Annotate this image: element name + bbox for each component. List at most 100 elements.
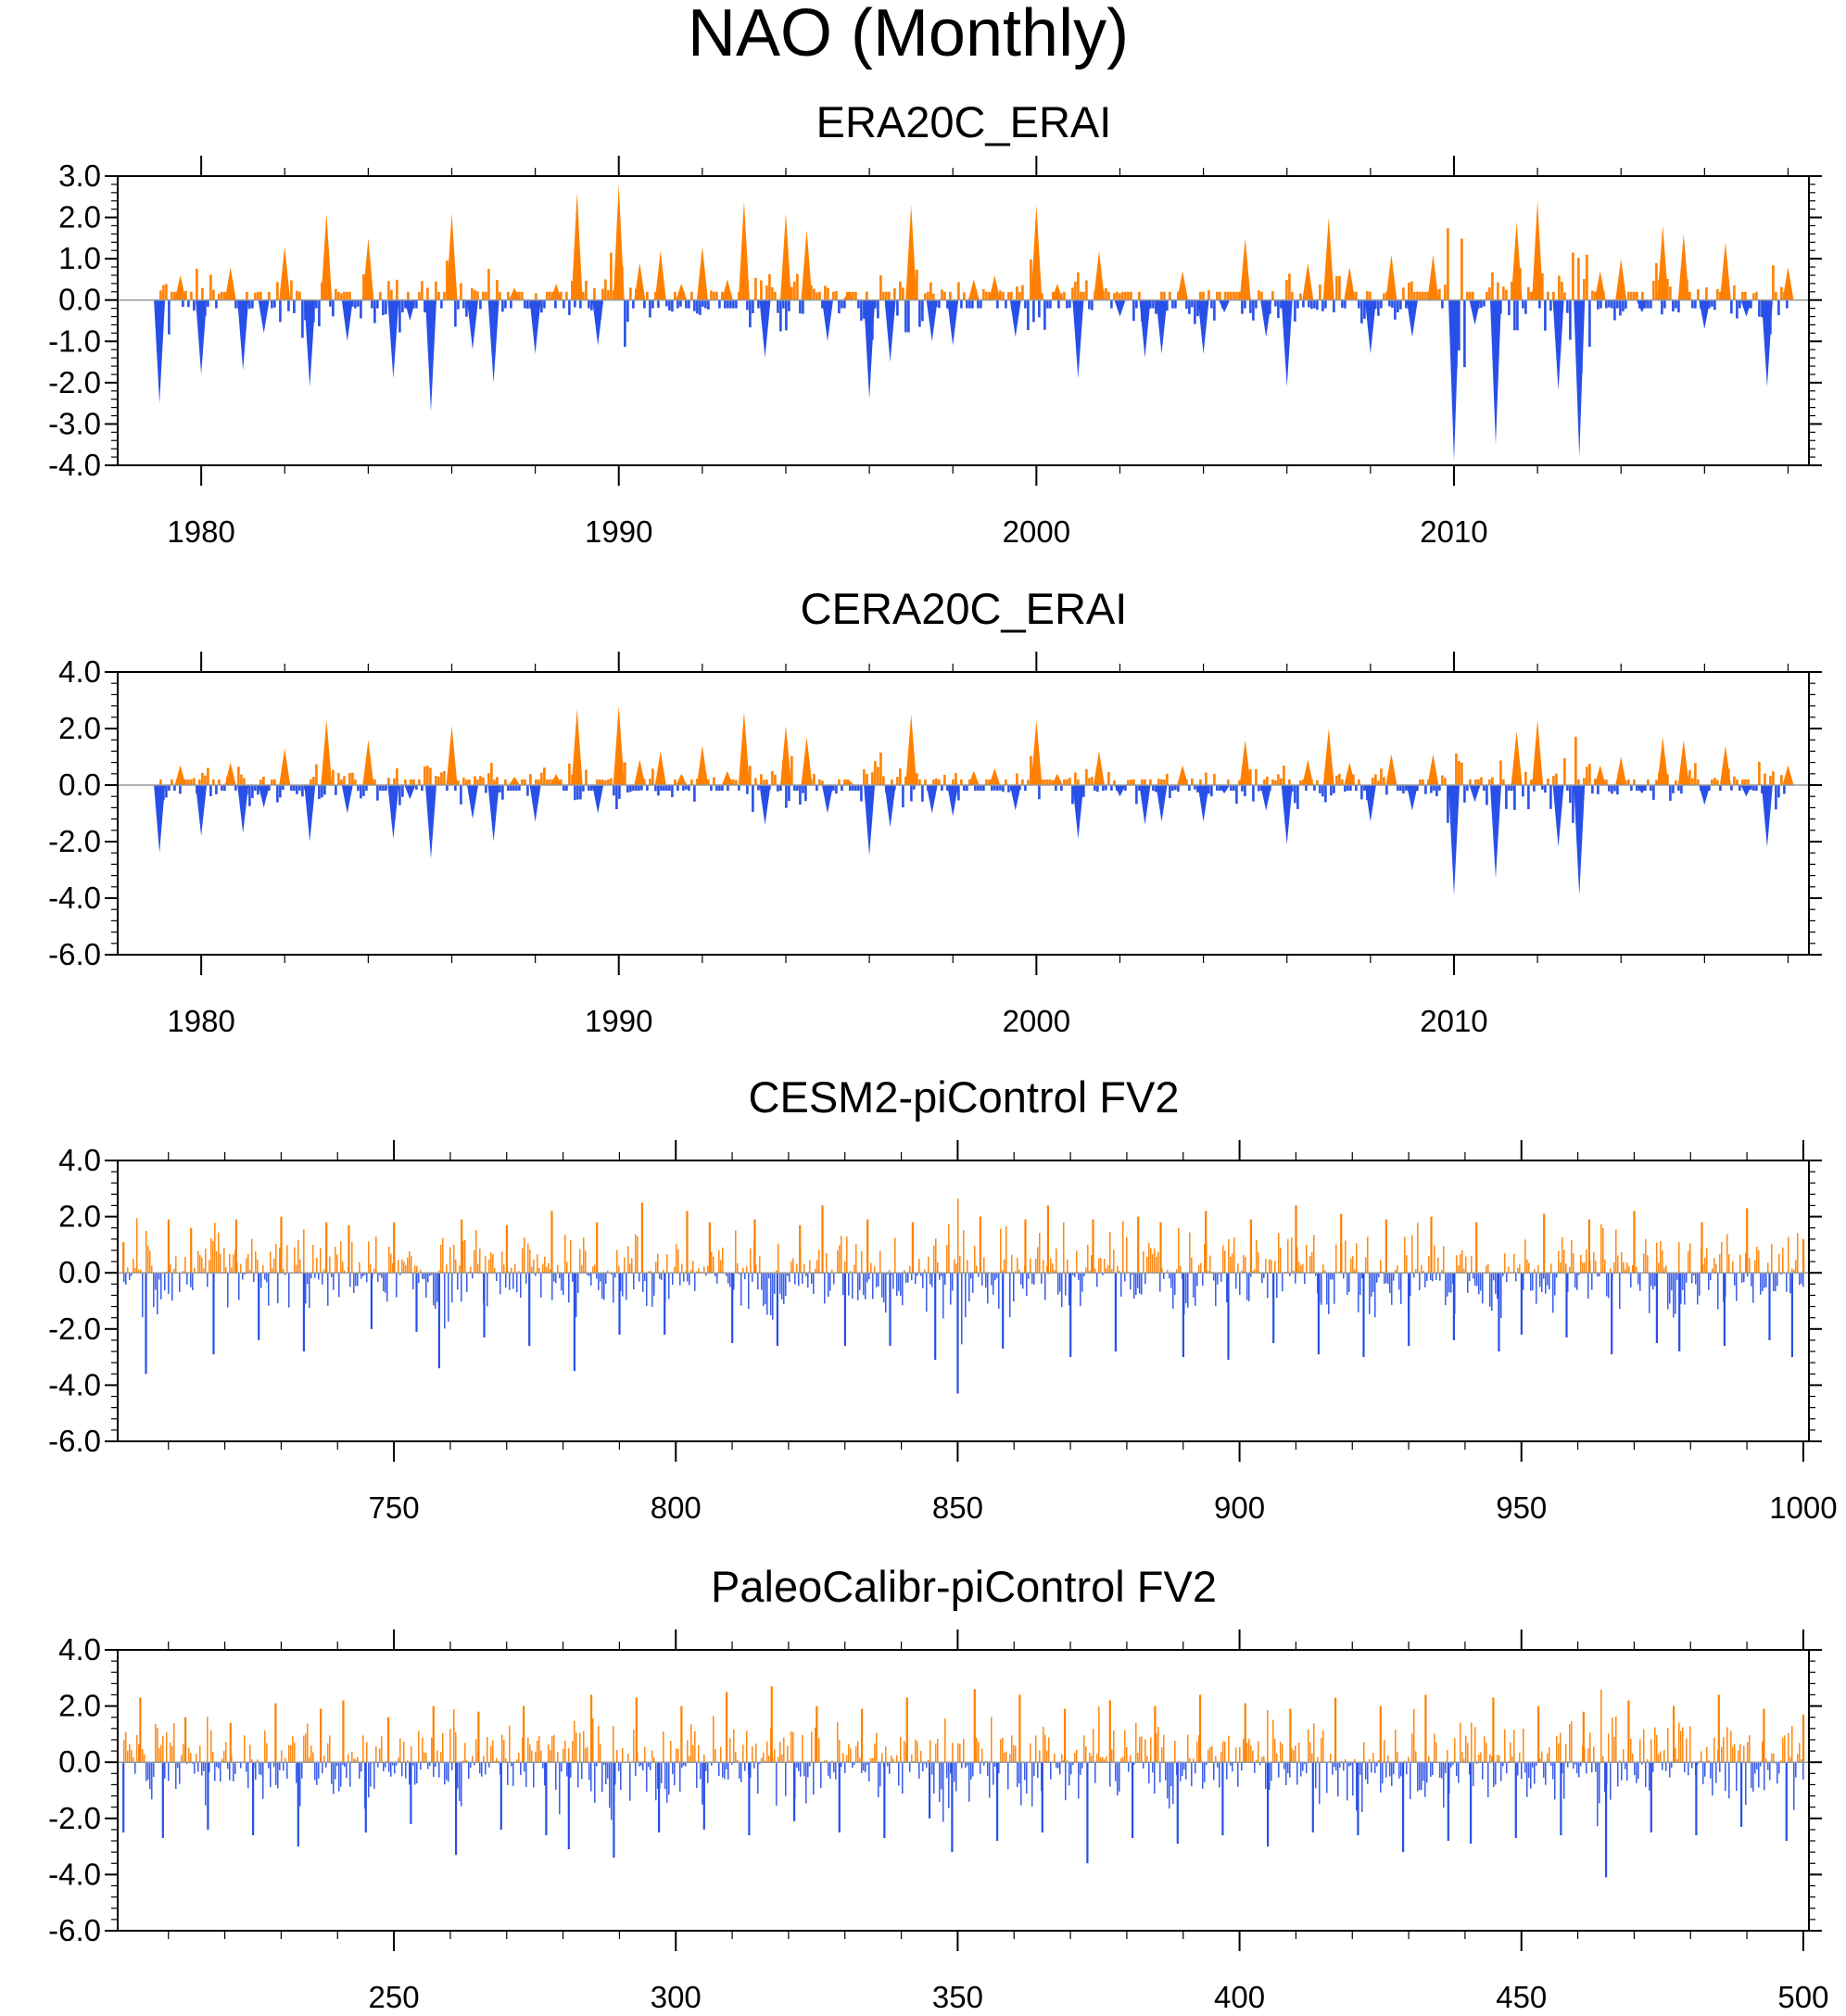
texture-bar [186,1273,188,1285]
panel-title: ERA20C_ERAI [816,97,1112,146]
texture-bar [629,1762,631,1801]
texture-bar [618,785,621,799]
texture-bar [1174,1741,1176,1763]
data-bar [455,1762,458,1856]
y-tick-label: -2.0 [48,824,101,858]
texture-bar [1710,1762,1712,1779]
texture-bar [466,1760,468,1763]
texture-bar [750,1762,752,1778]
data-bar [770,1686,773,1763]
texture-bar [501,1734,503,1763]
texture-bar [1780,775,1783,785]
texture-bar [437,291,440,300]
texture-bar [553,1273,555,1282]
texture-bar [1395,1269,1397,1274]
texture-bar [266,1273,268,1283]
texture-bar [296,290,298,300]
texture-bar [1408,1756,1410,1763]
y-tick-label: 4.0 [58,1632,101,1667]
data-bar [702,1762,705,1830]
texture-bar [357,1273,359,1287]
texture-bar [1113,780,1116,785]
texture-bar [792,1258,794,1274]
texture-bar [802,299,804,314]
data-bar [1802,1714,1805,1763]
texture-bar [1697,1273,1699,1305]
texture-bar [446,260,449,300]
texture-bar [1652,1273,1654,1290]
texture-bar [388,1762,390,1772]
texture-bar [1716,289,1719,300]
texture-bar [735,299,738,309]
texture-bar [1338,276,1341,300]
texture-bar [646,785,649,792]
data-spike [905,205,917,300]
data-spike [258,785,270,808]
data-bar [1018,1694,1021,1763]
texture-bar [1166,773,1169,785]
texture-bar [1424,1273,1426,1287]
texture-bar [1563,1762,1565,1799]
texture-bar [676,299,679,309]
texture-bar [1135,1723,1137,1763]
texture-bar [1091,1255,1093,1274]
texture-bar [371,299,373,309]
texture-bar [1522,785,1524,797]
texture-bar [1441,1269,1443,1274]
texture-bar [522,1737,524,1763]
texture-bar [1599,299,1602,309]
texture-bar [1348,1762,1350,1767]
texture-bar [1669,286,1672,300]
texture-bar [663,1270,664,1274]
x-tick-label: 250 [369,1980,420,2014]
texture-bar [1363,785,1366,792]
texture-bar [885,291,888,300]
texture-bar [1547,1273,1549,1286]
texture-bar [1636,1762,1637,1783]
data-bar [370,1273,373,1329]
texture-bar [383,1273,385,1291]
texture-bar [1172,1762,1174,1805]
texture-bar [1227,291,1230,300]
texture-bar [690,1269,692,1274]
texture-bar [207,1273,209,1287]
texture-bar [1517,1267,1519,1274]
texture-bar [268,291,271,300]
texture-bar [1586,254,1588,300]
data-bar [1340,1213,1343,1274]
texture-bar [1383,293,1385,300]
texture-bar [1772,771,1775,785]
texture-bar [642,1762,644,1770]
texture-bar [262,1265,264,1274]
texture-bar [785,1273,787,1297]
texture-bar [1604,1762,1606,1793]
texture-bar [290,785,293,792]
texture-bar [881,1273,883,1298]
texture-bar [1333,785,1335,793]
texture-bar [1532,1273,1534,1291]
texture-bar [1152,785,1155,792]
data-bar [951,1762,954,1853]
data-spike [529,785,541,822]
texture-bar [399,1738,401,1763]
texture-bar [1610,1268,1612,1274]
texture-bar [1235,785,1238,804]
texture-bar [1576,1762,1578,1774]
texture-bar [1695,1273,1697,1285]
texture-bar [1071,287,1074,300]
texture-bar [490,763,493,785]
texture-bar [364,1273,366,1275]
texture-bar [1263,779,1266,785]
texture-bar [954,1259,955,1274]
texture-bar [674,291,676,300]
texture-bar [574,1720,575,1763]
texture-bar [1417,1223,1419,1274]
texture-bar [1372,1273,1374,1293]
texture-bar [1508,785,1511,792]
texture-bar [549,779,551,785]
texture-bar [1469,1762,1471,1775]
texture-bar [972,1273,974,1293]
texture-bar [1630,1273,1632,1287]
texture-bar [831,1760,833,1763]
texture-bar [779,299,782,332]
